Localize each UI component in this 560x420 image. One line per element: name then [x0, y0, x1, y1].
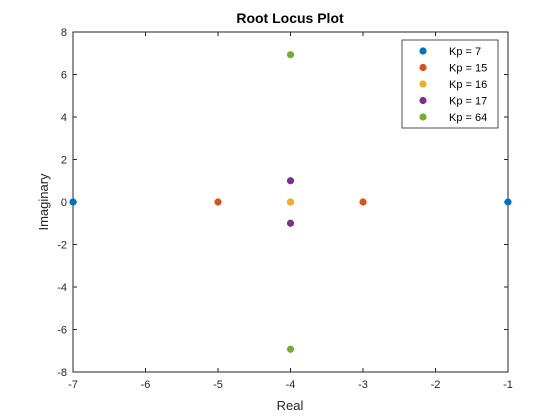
y-tick-label: 4: [61, 112, 67, 124]
y-axis: -8 -6 -4 -2 0 2 4 6 8: [57, 27, 508, 379]
legend-marker: [419, 63, 427, 72]
legend-marker: [419, 47, 427, 55]
data-point-series-4: [286, 51, 295, 59]
y-tick-label: 2: [61, 155, 67, 167]
x-tick-label: -5: [213, 379, 223, 391]
y-tick-label: 0: [61, 197, 67, 209]
legend-marker: [419, 96, 427, 105]
data-points: [69, 51, 512, 353]
chart-title: Root Locus Plot: [236, 10, 344, 26]
y-tick-label: 6: [61, 70, 67, 82]
data-point-series-0: [504, 198, 512, 206]
x-tick-label: -7: [68, 379, 78, 391]
data-point-series-1: [214, 198, 222, 206]
y-tick-label: -2: [57, 240, 67, 252]
data-point-series-3: [286, 177, 295, 185]
legend-label: Kp = 64: [449, 112, 487, 124]
x-axis-label: Real: [277, 398, 304, 413]
x-axis: -7 -6 -5 -4 -3 -2 -1: [68, 32, 513, 391]
data-point-series-2: [286, 198, 295, 206]
data-point-series-1: [359, 198, 367, 206]
x-tick-label: -4: [286, 379, 296, 391]
legend-label: Kp = 17: [449, 96, 487, 108]
data-point-series-0: [69, 198, 77, 206]
y-axis-label: Imaginary: [36, 173, 51, 231]
y-tick-label: -6: [57, 325, 67, 337]
legend-marker: [419, 113, 427, 121]
legend-label: Kp = 7: [449, 46, 481, 58]
data-point-series-3: [286, 219, 295, 227]
x-tick-label: -1: [503, 379, 513, 391]
y-tick-label: 8: [61, 27, 67, 39]
legend-box: [401, 39, 499, 129]
x-tick-label: -2: [431, 379, 441, 391]
legend-label: Kp = 15: [449, 63, 487, 75]
y-tick-label: -8: [57, 367, 67, 379]
x-tick-label: -3: [358, 379, 368, 391]
legend-marker: [419, 80, 427, 88]
legend: Kp = 7 Kp = 15 Kp = 16 Kp = 17 Kp = 64: [401, 39, 499, 129]
legend-label: Kp = 16: [449, 79, 487, 91]
x-tick-label: -6: [141, 379, 151, 391]
y-tick-label: -4: [57, 282, 67, 294]
data-point-series-4: [286, 345, 295, 353]
